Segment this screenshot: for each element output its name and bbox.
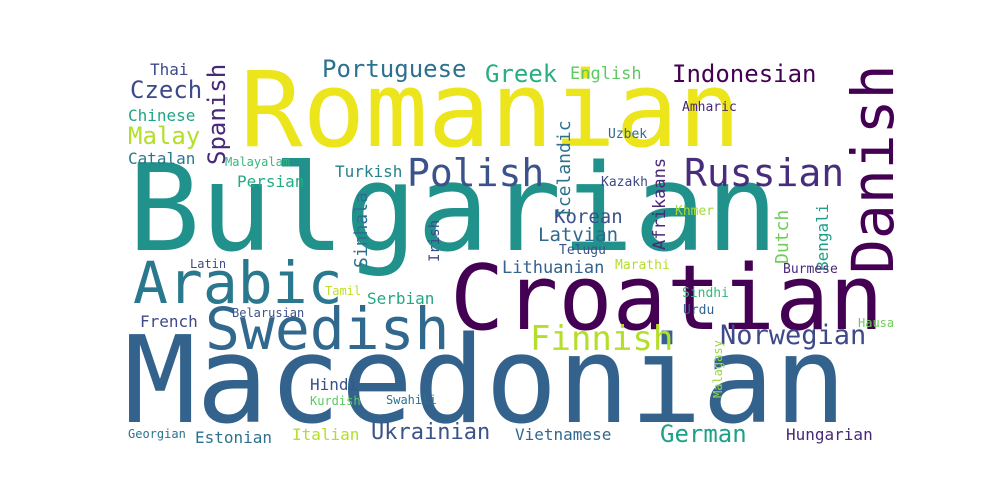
word-icelandic: Icelandic bbox=[554, 120, 575, 218]
word-malagasy: Malagasy bbox=[711, 340, 725, 398]
word-greek: Greek bbox=[485, 60, 558, 88]
word-latvian: Latvian bbox=[538, 224, 619, 246]
word-indonesian: Indonesian bbox=[672, 60, 817, 88]
word-urdu: Urdu bbox=[683, 303, 715, 318]
word-latin: Latin bbox=[190, 257, 227, 271]
word-macedonian: Macedonian bbox=[124, 312, 847, 451]
word-ukrainian: Ukrainian bbox=[371, 420, 491, 445]
word-hindi: Hindi bbox=[310, 375, 359, 394]
word-polish: Polish bbox=[407, 151, 545, 195]
word-marathi: Marathi bbox=[615, 258, 670, 273]
word-arabic: Arabic bbox=[133, 249, 343, 317]
word-dutch: Dutch bbox=[772, 210, 793, 265]
word-thai: Thai bbox=[150, 60, 189, 79]
word-amharic: Amharic bbox=[682, 100, 737, 115]
word-russian: Russian bbox=[684, 151, 845, 195]
word-burmese: Burmese bbox=[783, 262, 838, 277]
word-estonian: Estonian bbox=[195, 428, 273, 447]
word-danish: Danish bbox=[839, 64, 907, 274]
word-swedish: Swedish bbox=[205, 295, 450, 363]
word-georgian: Georgian bbox=[128, 427, 186, 441]
word-english: English bbox=[570, 64, 642, 84]
word-hungarian: Hungarian bbox=[786, 425, 873, 444]
word-kazakh: Kazakh bbox=[601, 175, 648, 190]
word-sinhala: Sinhala bbox=[351, 192, 372, 268]
word-bulgarian: Bulgarian bbox=[128, 140, 779, 279]
word-korean: Korean bbox=[554, 206, 623, 228]
word-romanian: Romanian bbox=[240, 49, 741, 171]
word-german: German bbox=[660, 420, 747, 448]
word-lithuanian: Lithuanian bbox=[502, 258, 605, 278]
word-serbian: Serbian bbox=[367, 289, 435, 308]
word-khmer: Khmer bbox=[675, 204, 715, 219]
word-irish: Irish bbox=[427, 220, 443, 263]
word-spanish: Spanish bbox=[203, 64, 231, 166]
word-finnish: Finnish bbox=[530, 319, 674, 359]
word-uzbek: Uzbek bbox=[608, 127, 648, 142]
word-swahili: Swahili bbox=[386, 393, 437, 407]
word-turkish: Turkish bbox=[335, 162, 403, 181]
word-portuguese: Portuguese bbox=[322, 55, 467, 83]
word-catalan: Catalan bbox=[128, 149, 196, 168]
word-telugu: Telugu bbox=[559, 243, 606, 258]
word-italian: Italian bbox=[292, 425, 360, 444]
word-persian: Persian bbox=[237, 172, 305, 191]
word-malayalam: Malayalam bbox=[225, 155, 291, 169]
word-belarusian: Belarusian bbox=[232, 306, 305, 320]
word-vietnamese: Vietnamese bbox=[515, 425, 612, 444]
word-norwegian: Norwegian bbox=[720, 320, 867, 351]
word-afrikaans: Afrikaans bbox=[650, 158, 670, 251]
word-czech: Czech bbox=[130, 76, 203, 104]
word-tamil: Tamil bbox=[325, 284, 362, 298]
word-croatian: Croatian bbox=[450, 246, 884, 351]
word-hausa: Hausa bbox=[858, 316, 895, 330]
word-chinese: Chinese bbox=[128, 106, 196, 125]
word-sindhi: Sindhi bbox=[682, 286, 729, 301]
word-kurdish: Kurdish bbox=[310, 394, 361, 408]
word-french: French bbox=[140, 312, 198, 331]
word-malay: Malay bbox=[128, 122, 201, 150]
